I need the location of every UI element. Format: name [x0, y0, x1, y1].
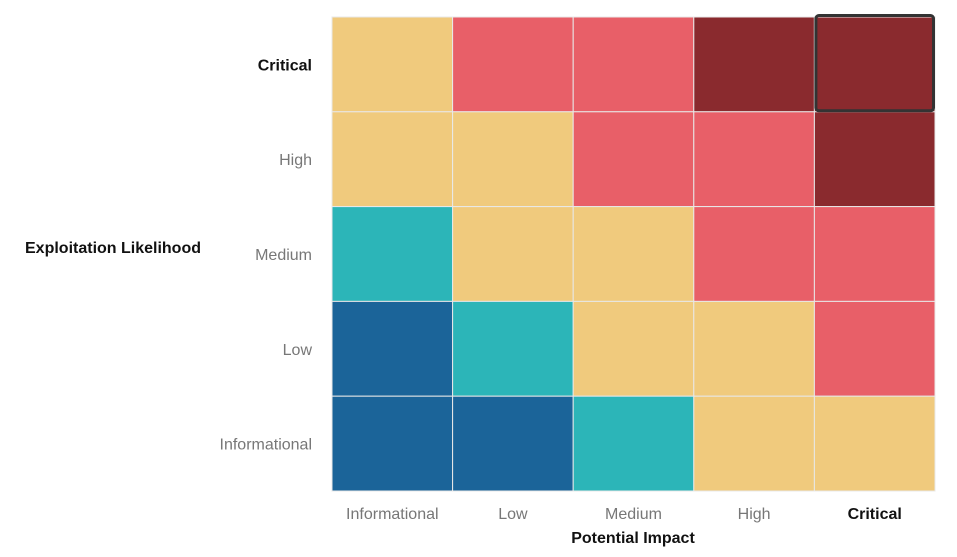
x-axis-ticks: Informational Low Medium High Critical — [346, 506, 902, 523]
heatmap-cell-1-2 — [572, 111, 695, 208]
heatmap-cell-4-4 — [813, 395, 936, 492]
heatmap-cell-1-0 — [331, 111, 454, 208]
heatmap-cell-2-0 — [331, 206, 454, 302]
y-tick-label: Informational — [220, 437, 313, 454]
x-tick-label: Critical — [848, 506, 902, 523]
x-tick-label: High — [738, 506, 771, 523]
x-axis-title: Potential Impact — [571, 530, 695, 547]
y-tick-label: High — [279, 152, 312, 169]
y-tick-label: Critical — [258, 57, 312, 74]
y-axis-title: Exploitation Likelihood — [25, 240, 201, 257]
heatmap-cell-1-3 — [693, 111, 815, 208]
x-tick-label: Medium — [605, 506, 662, 523]
x-tick-label: Low — [498, 506, 528, 523]
highlighted-cell-outline — [814, 14, 936, 113]
heatmap-cell-2-4 — [813, 206, 936, 302]
heatmap-cell-4-0 — [331, 395, 454, 492]
heatmap-cell-3-2 — [572, 300, 695, 397]
heatmap-cell-4-1 — [452, 395, 574, 492]
x-tick-label: Informational — [346, 506, 439, 523]
y-axis-ticks: Critical High Medium Low Informational — [220, 57, 313, 453]
heatmap-cells — [331, 16, 936, 492]
heatmap-cell-4-3 — [693, 395, 815, 492]
heatmap-cell-1-4 — [813, 111, 936, 208]
heatmap-cell-1-1 — [452, 111, 574, 208]
heatmap-cell-3-4 — [813, 300, 936, 397]
heatmap-cell-4-2 — [572, 395, 695, 492]
heatmap-cell-2-2 — [572, 206, 695, 302]
heatmap-cell-0-0 — [331, 16, 454, 113]
heatmap-cell-3-1 — [452, 300, 574, 397]
heatmap-cell-0-3 — [693, 16, 815, 113]
heatmap-highlight — [814, 14, 936, 113]
y-tick-label: Low — [283, 342, 313, 359]
y-tick-label: Medium — [255, 247, 312, 264]
heatmap-cell-3-3 — [693, 300, 815, 397]
heatmap-cell-0-2 — [572, 16, 695, 113]
heatmap-cell-2-3 — [693, 206, 815, 302]
heatmap-cell-2-1 — [452, 206, 574, 302]
heatmap-cell-0-4 — [813, 16, 936, 113]
heatmap-cell-0-1 — [452, 16, 574, 113]
heatmap-cell-3-0 — [331, 300, 454, 397]
